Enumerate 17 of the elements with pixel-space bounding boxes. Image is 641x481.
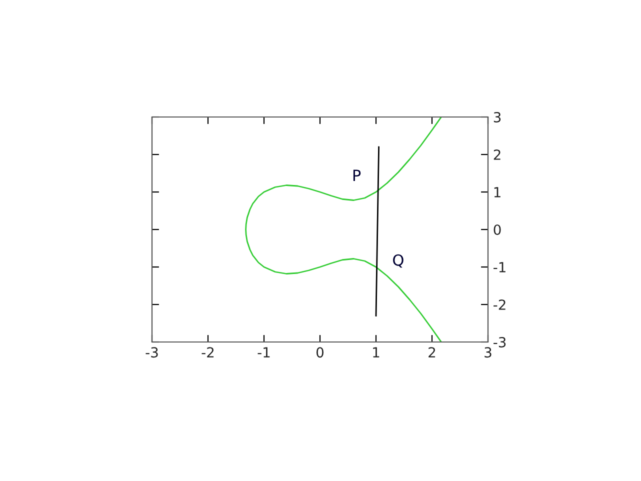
y-tick-label: -1 <box>494 262 506 272</box>
y-tick-label: 2 <box>494 149 500 160</box>
x-tick-label: -3 <box>146 347 158 358</box>
x-tick-label: -1 <box>258 347 270 358</box>
y-tick-label: -2 <box>494 299 506 310</box>
line-series <box>245 117 442 342</box>
x-tick-label: 2 <box>428 347 436 358</box>
annotation: P <box>353 170 361 181</box>
x-tick-label: 1 <box>373 347 380 358</box>
y-tick-label: -3 <box>494 336 506 348</box>
y-tick-label: 3 <box>494 112 501 122</box>
y-tick-label: 0 <box>494 224 501 235</box>
y-tick-label: 1 <box>494 187 500 198</box>
x-tick-label: 0 <box>316 347 324 358</box>
annotation: Q <box>393 254 404 268</box>
x-tick-label: 3 <box>484 347 492 358</box>
x-tick-label: -2 <box>202 347 214 358</box>
